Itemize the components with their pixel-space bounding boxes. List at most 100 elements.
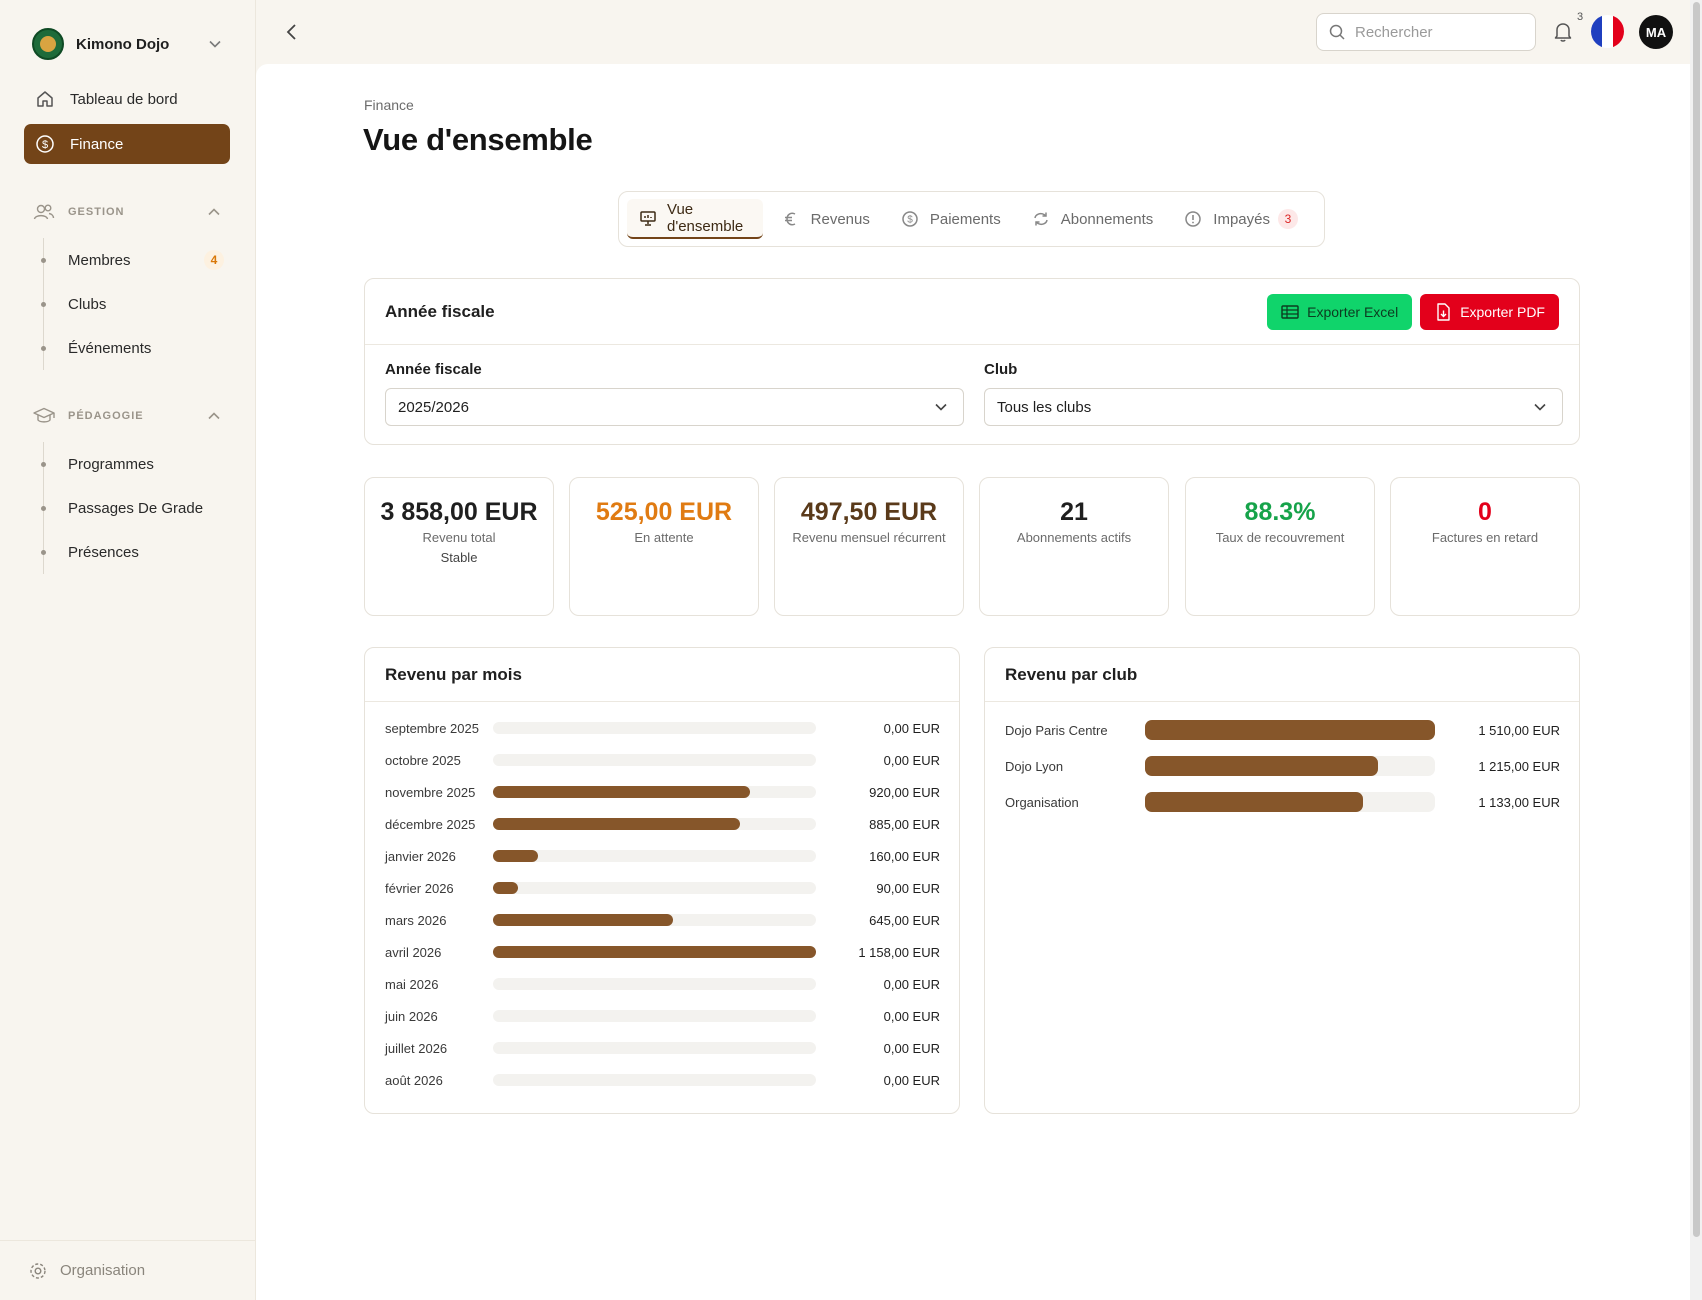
bar-row: janvier 2026 160,00 EUR [385,847,940,865]
bar-category-label: Organisation [1005,794,1079,810]
bullet [41,505,46,511]
bar-track [493,914,816,926]
fiscal-year-field: Année fiscale 2025/2026 [385,361,964,426]
bar-track [493,882,816,894]
gear-icon [28,1261,48,1281]
bar-row: février 2026 90,00 EUR [385,879,940,897]
bar-value-label: 1 133,00 EUR [1478,794,1560,810]
bar-category-label: Dojo Lyon [1005,758,1064,774]
kpi-value: 3 858,00 EUR [380,498,538,526]
scrollbar[interactable] [1690,0,1702,1300]
bar [493,946,816,958]
bar-value-label: 90,00 EUR [876,880,940,896]
sidebar-item-label: Programmes [68,455,154,473]
bar-value-label: 1 215,00 EUR [1478,758,1560,774]
sidebar-item-label: Finance [70,135,124,153]
file-download-icon [1434,302,1452,321]
sidebar-item-evenements[interactable]: Événements [41,326,224,370]
tab-paiements[interactable]: $ Paiements [888,199,1013,239]
kpi-label: Abonnements actifs [1016,530,1132,545]
avatar[interactable]: MA [1639,15,1673,49]
bar [493,786,750,798]
bar-row: septembre 2025 0,00 EUR [385,719,940,737]
language-flag-fr-icon[interactable] [1591,15,1624,48]
alert-circle-icon [1183,209,1203,229]
org-logo [32,28,64,60]
club-label: Club [984,361,1018,378]
bar-value-label: 160,00 EUR [869,848,940,864]
bar-row: juillet 2026 0,00 EUR [385,1039,940,1057]
kpi-trend: Stable [440,550,478,565]
tab-label: Paiements [929,210,1001,228]
export-excel-button[interactable]: Exporter Excel [1267,293,1413,330]
kpi-label: En attente [634,530,694,545]
sidebar-item-organisation[interactable]: Organisation [0,1240,256,1300]
kpi-label: Factures en retard [1431,530,1539,545]
org-switcher[interactable]: Kimono Dojo [32,27,224,61]
svg-text:$: $ [907,215,913,226]
tab-impayes[interactable]: Impayés 3 [1171,199,1310,239]
bar-row: avril 2026 1 158,00 EUR [385,943,940,961]
page-title: Vue d'ensemble [363,122,593,157]
bar-category-label: février 2026 [385,880,454,896]
tab-abonnements[interactable]: Abonnements [1019,199,1166,239]
tab-revenus[interactable]: Revenus [769,199,882,239]
bar-category-label: septembre 2025 [385,720,479,736]
fiscal-year-select[interactable]: 2025/2026 [385,388,964,426]
sidebar-item-label: Présences [68,543,139,561]
export-pdf-button[interactable]: Exporter PDF [1420,293,1559,330]
bar [1145,756,1379,776]
search-input[interactable] [1355,23,1525,41]
bar-track [493,1042,816,1054]
breadcrumb: Finance [364,97,414,113]
count-badge: 4 [204,250,224,270]
fiscal-year-value: 2025/2026 [398,398,469,416]
section-gestion-header[interactable]: GESTION [32,202,222,222]
bullet [41,549,46,555]
sidebar-item-label: Tableau de bord [70,90,178,108]
scrollbar-thumb[interactable] [1693,2,1700,1237]
club-select[interactable]: Tous les clubs [984,388,1563,426]
bar [493,818,740,830]
sidebar-item-programmes[interactable]: Programmes [41,442,224,486]
home-icon [34,88,56,110]
sidebar-item-membres[interactable]: Membres 4 [41,238,224,282]
tab-overview[interactable]: Vue d'ensemble [627,199,763,239]
sidebar-item-passages-de-grade[interactable]: Passages De Grade [41,486,224,530]
bar-row: mai 2026 0,00 EUR [385,975,940,993]
sidebar-item-presences[interactable]: Présences [41,530,224,574]
bar-category-label: avril 2026 [385,944,442,960]
sidebar-item-clubs[interactable]: Clubs [41,282,224,326]
back-button[interactable] [280,18,302,46]
dollar-circle-icon: $ [34,133,56,155]
tab-label: Revenus [810,210,870,228]
bar-value-label: 920,00 EUR [869,784,940,800]
notifications-button[interactable] [1550,19,1576,45]
kpi-label: Revenu total [422,530,496,545]
sidebar-footer-label: Organisation [60,1262,146,1279]
fiscal-year-card: Année fiscale Exporter Excel Exporter PD… [364,278,1580,445]
section-pedagogie-header[interactable]: PÉDAGOGIE [32,406,222,426]
kpi-value: 497,50 EUR [800,498,938,526]
euro-icon [781,209,801,229]
bar [1145,720,1435,740]
tab-label: Abonnements [1060,210,1154,228]
bar-category-label: mars 2026 [385,912,447,928]
revenue-by-month-card: Revenu par mois septembre 2025 0,00 EUR oc… [364,647,960,1114]
search-box[interactable] [1316,13,1536,51]
chevron-down-icon [206,35,224,53]
bar-category-label: août 2026 [385,1072,443,1088]
bar-row: août 2026 0,00 EUR [385,1071,940,1089]
bar-category-label: mai 2026 [385,976,439,992]
bullet [41,461,46,467]
club-value: Tous les clubs [997,398,1092,416]
export-excel-label: Exporter Excel [1307,303,1399,320]
bar-row: juin 2026 0,00 EUR [385,1007,940,1025]
club-field: Club Tous les clubs [984,361,1563,426]
bullet [41,301,46,307]
bar-track [493,850,816,862]
bar-category-label: Dojo Paris Centre [1005,722,1108,738]
sidebar-item-dashboard[interactable]: Tableau de bord [24,79,230,119]
sidebar-item-finance[interactable]: $ Finance [24,124,230,164]
bar-track [493,722,816,734]
